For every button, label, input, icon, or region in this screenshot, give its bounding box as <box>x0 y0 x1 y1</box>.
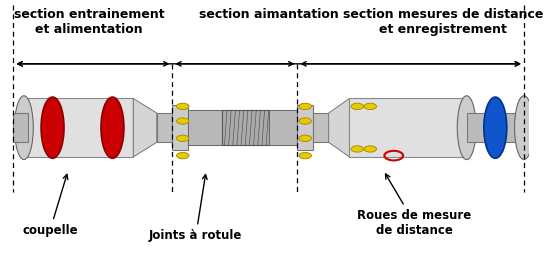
Bar <box>297 105 313 150</box>
Ellipse shape <box>15 96 33 160</box>
Circle shape <box>299 152 311 159</box>
Ellipse shape <box>101 97 124 158</box>
Circle shape <box>299 135 311 142</box>
Text: section mesures de distance
et enregistrement: section mesures de distance et enregistr… <box>343 8 543 36</box>
Circle shape <box>351 146 363 152</box>
Bar <box>222 110 269 145</box>
Ellipse shape <box>514 96 533 160</box>
Bar <box>269 110 297 145</box>
Bar <box>13 113 28 142</box>
Circle shape <box>299 103 311 110</box>
Polygon shape <box>329 98 349 157</box>
Ellipse shape <box>458 96 476 160</box>
Text: Joints à rotule: Joints à rotule <box>149 174 243 242</box>
Bar <box>157 113 172 142</box>
Ellipse shape <box>41 97 64 158</box>
Polygon shape <box>133 98 157 157</box>
Circle shape <box>176 118 189 124</box>
Bar <box>188 110 222 145</box>
Circle shape <box>364 103 377 110</box>
Text: Roues de mesure
de distance: Roues de mesure de distance <box>358 174 472 237</box>
Bar <box>13 61 524 207</box>
Bar <box>349 98 466 157</box>
Text: section aimantation: section aimantation <box>199 8 339 21</box>
Ellipse shape <box>484 97 507 158</box>
Bar <box>24 98 133 157</box>
Circle shape <box>351 103 363 110</box>
Text: section entrainement
et alimentation: section entrainement et alimentation <box>14 8 165 36</box>
Circle shape <box>299 118 311 124</box>
Bar <box>172 105 188 150</box>
Bar <box>466 113 524 142</box>
Circle shape <box>176 152 189 159</box>
Circle shape <box>364 146 377 152</box>
Text: coupelle: coupelle <box>22 174 78 237</box>
Bar <box>313 113 329 142</box>
Circle shape <box>176 135 189 142</box>
Circle shape <box>176 103 189 110</box>
